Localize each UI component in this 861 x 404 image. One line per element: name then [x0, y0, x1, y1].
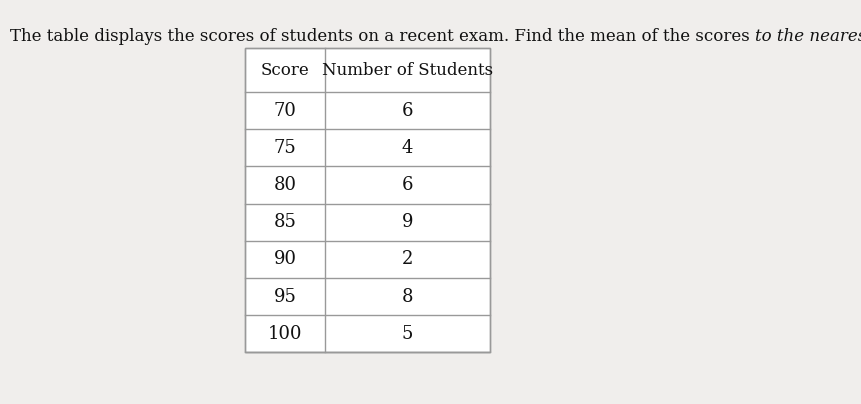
Text: 5: 5 — [401, 325, 413, 343]
Text: to the nearest 10th: to the nearest 10th — [755, 28, 861, 45]
Text: 4: 4 — [401, 139, 413, 157]
Text: 70: 70 — [274, 102, 296, 120]
Text: Score: Score — [261, 62, 309, 79]
Text: 80: 80 — [274, 176, 296, 194]
Bar — [245, 48, 490, 352]
Text: 75: 75 — [274, 139, 296, 157]
Text: 100: 100 — [268, 325, 302, 343]
Text: 90: 90 — [274, 250, 296, 268]
Text: 8: 8 — [401, 288, 413, 305]
Text: 6: 6 — [401, 176, 413, 194]
Text: 6: 6 — [401, 102, 413, 120]
Text: The table displays the scores of students on a recent exam. Find the mean of the: The table displays the scores of student… — [10, 28, 755, 45]
Text: Number of Students: Number of Students — [322, 62, 492, 79]
Bar — [245, 48, 490, 352]
Text: 95: 95 — [274, 288, 296, 305]
Text: 2: 2 — [401, 250, 413, 268]
Text: 9: 9 — [401, 213, 413, 231]
Text: 85: 85 — [274, 213, 296, 231]
